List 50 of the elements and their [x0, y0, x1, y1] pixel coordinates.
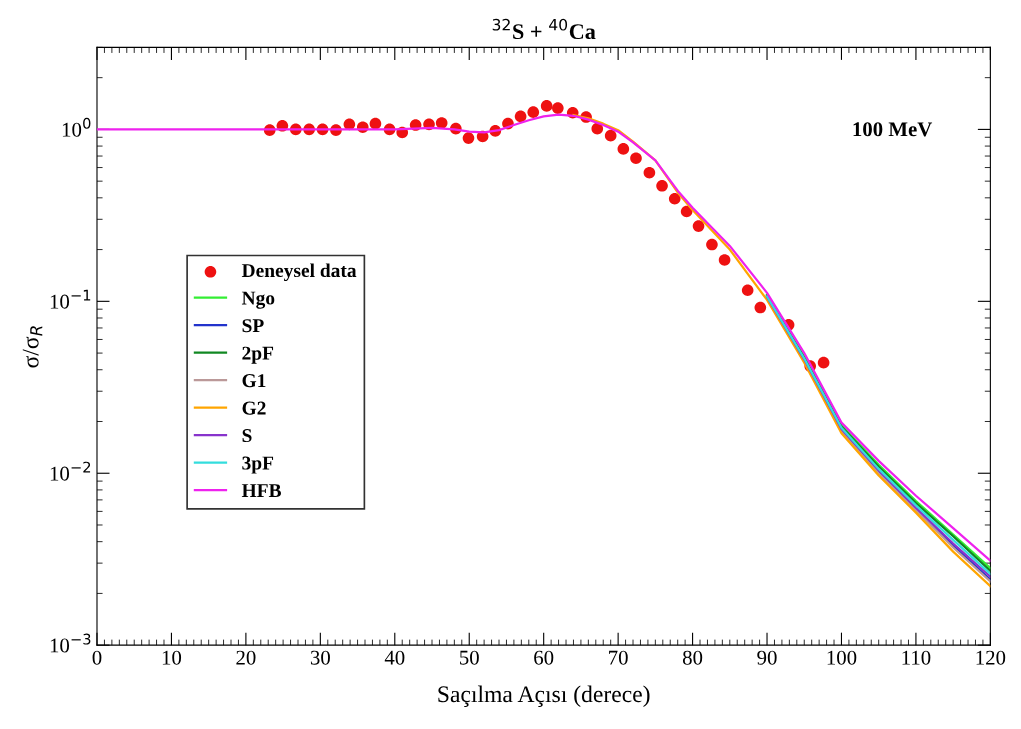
y-tick-label: 10$^{−2}$ [50, 461, 91, 481]
point [527, 106, 540, 118]
y-tick-label: 10$^{0}$ [62, 117, 91, 137]
point [668, 192, 681, 205]
legend-label: Ngo [241, 291, 275, 309]
x-tick-label: 110 [902, 650, 931, 665]
point [540, 100, 553, 112]
point [718, 254, 731, 266]
annotation: 100 MeV [853, 122, 933, 137]
point [514, 110, 527, 123]
x-tick-label: 20 [236, 650, 256, 665]
chart-title: $^{32}$S + $^{40}$Ca [492, 18, 596, 40]
legend-label: 2pF [242, 346, 274, 364]
point [706, 238, 718, 251]
x-tick-label: 80 [682, 650, 703, 665]
x-tick-label: 50 [460, 650, 479, 665]
y-tick-label: 10$^{−1}$ [50, 289, 91, 309]
x-tick-label: 40 [384, 650, 405, 665]
x-tick-label: 60 [534, 650, 554, 665]
point [741, 284, 754, 297]
point [462, 132, 475, 144]
point [552, 102, 564, 114]
point [680, 205, 693, 218]
x-tick-label: 70 [609, 650, 628, 665]
y-tick-label: 10$^{−3}$ [50, 633, 91, 653]
point [656, 179, 668, 192]
x-tick-label: 30 [310, 650, 330, 665]
legend-label: 3pF [242, 456, 274, 474]
point [617, 143, 630, 155]
x-axis-title: Saçılma Açısı (derece) [438, 685, 650, 707]
point [630, 152, 642, 165]
point [604, 129, 617, 142]
legend-label: S [242, 429, 252, 443]
legend-label: Deneysel data [241, 263, 357, 282]
x-tick-label: 120 [976, 650, 1006, 665]
point [692, 220, 705, 232]
y-axis-title: σ/σ$_{R}$ [22, 326, 43, 368]
x-tick-label: 0 [92, 650, 102, 665]
x-tick-label: 10 [162, 650, 182, 665]
point [754, 301, 767, 314]
x-tick-label: 100 [827, 650, 857, 665]
legend-label: SP [242, 319, 264, 333]
legend-label: G2 [242, 401, 266, 415]
point [643, 166, 656, 179]
point [435, 117, 448, 129]
legend-label: HFB [241, 484, 281, 497]
point [817, 356, 830, 369]
legend-label: G1 [242, 374, 266, 388]
point [591, 122, 604, 135]
x-tick-label: 90 [757, 650, 777, 665]
